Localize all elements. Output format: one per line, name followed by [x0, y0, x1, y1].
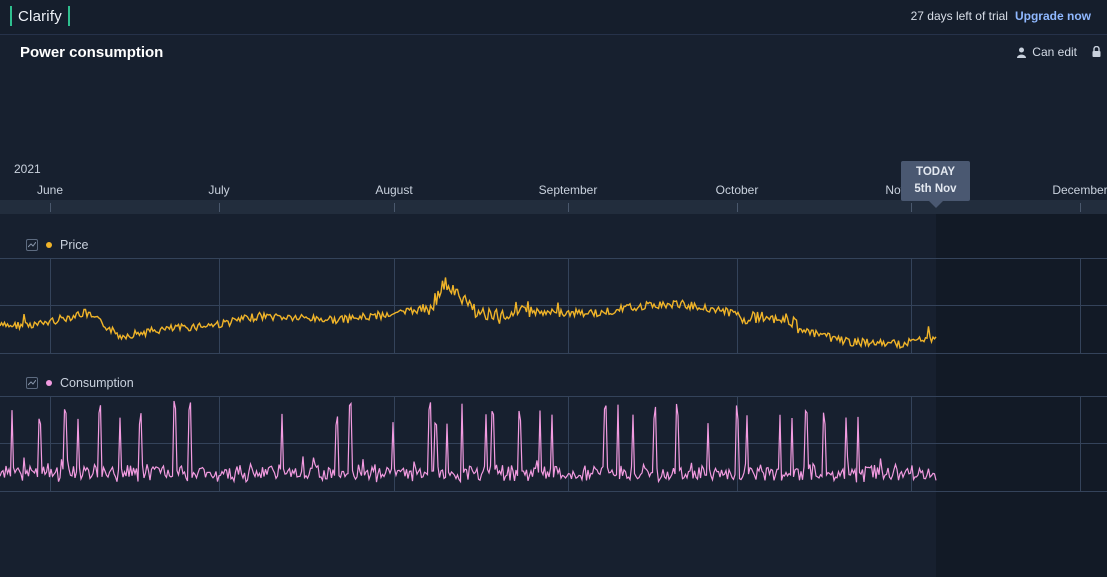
- axis-tick: [1080, 203, 1081, 212]
- today-date: 5th Nov: [914, 183, 957, 195]
- today-pointer: [929, 201, 943, 208]
- line-chart-icon[interactable]: [26, 239, 38, 251]
- price-series-line: [0, 277, 937, 349]
- month-label: August: [375, 183, 413, 197]
- page-title: Power consumption: [20, 44, 164, 61]
- timeline-year: 2021: [14, 162, 41, 176]
- user-icon: [1017, 47, 1027, 58]
- consumption-series-line: [0, 400, 937, 484]
- future-region: [936, 214, 1107, 577]
- today-label: TODAY: [916, 166, 955, 178]
- item-label: Consumption: [60, 376, 134, 390]
- consumption-series-chart[interactable]: [0, 396, 1107, 492]
- axis-tick: [219, 203, 220, 212]
- item-row-price[interactable]: Price: [26, 238, 88, 252]
- trial-banner: 27 days left of trial Upgrade now: [911, 9, 1091, 23]
- month-label: June: [36, 183, 64, 197]
- axis-strip: [0, 200, 1107, 214]
- today-marker[interactable]: TODAY 5th Nov: [901, 161, 970, 201]
- logo[interactable]: Clarify: [10, 6, 70, 26]
- consumption-color-dot: [46, 380, 52, 386]
- timeline-axis[interactable]: June July August September October Nov D…: [0, 180, 1107, 214]
- month-label: December: [1052, 183, 1107, 197]
- price-series-chart[interactable]: [0, 258, 1107, 354]
- axis-tick: [911, 203, 912, 212]
- price-color-dot: [46, 242, 52, 248]
- lock-icon[interactable]: [1092, 46, 1101, 57]
- axis-tick: [50, 203, 51, 212]
- axis-tick: [737, 203, 738, 212]
- month-label: September: [538, 183, 598, 197]
- item-row-consumption[interactable]: Consumption: [26, 376, 134, 390]
- axis-tick: [568, 203, 569, 212]
- axis-tick: [394, 203, 395, 212]
- can-edit-label: Can edit: [1032, 45, 1077, 59]
- line-chart-icon[interactable]: [26, 377, 38, 389]
- trial-text: 27 days left of trial: [910, 9, 1008, 23]
- month-label: October: [715, 183, 759, 197]
- item-label: Price: [60, 238, 89, 252]
- top-bar: Clarify 27 days left of trial Upgrade no…: [0, 0, 1107, 35]
- app-logo-text: Clarify: [18, 7, 62, 25]
- month-label: July: [208, 183, 230, 197]
- upgrade-link[interactable]: Upgrade now: [1014, 9, 1091, 23]
- can-edit-button[interactable]: Can edit: [1017, 45, 1077, 59]
